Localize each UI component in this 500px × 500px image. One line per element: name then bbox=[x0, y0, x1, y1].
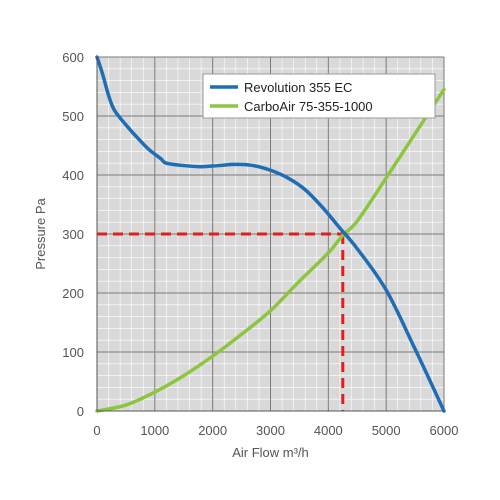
y-tick-label: 400 bbox=[62, 168, 84, 183]
y-tick-label: 200 bbox=[62, 286, 84, 301]
x-tick-label: 5000 bbox=[372, 423, 401, 438]
legend: Revolution 355 EC CarboAir 75-355-1000 bbox=[202, 73, 436, 119]
y-tick-label: 300 bbox=[62, 227, 84, 242]
x-tick-label: 3000 bbox=[256, 423, 285, 438]
x-axis: 0 1000 2000 3000 4000 5000 6000 bbox=[93, 410, 459, 438]
x-tick-label: 0 bbox=[93, 423, 100, 438]
x-tick-label: 2000 bbox=[198, 423, 227, 438]
legend-box bbox=[202, 73, 436, 119]
x-tick-label: 1000 bbox=[140, 423, 169, 438]
y-axis-label: Pressure Pa bbox=[33, 197, 48, 269]
x-tick-label: 6000 bbox=[430, 423, 459, 438]
y-tick-label: 0 bbox=[77, 404, 84, 419]
legend-entry-revolution: Revolution 355 EC bbox=[244, 80, 352, 95]
y-tick-label: 100 bbox=[62, 345, 84, 360]
y-tick-label: 500 bbox=[62, 109, 84, 124]
legend-entry-carboair: CarboAir 75-355-1000 bbox=[244, 99, 373, 114]
y-axis: 0 100 200 300 400 500 600 bbox=[62, 50, 98, 419]
series-line-carboair-75-355-1000 bbox=[95, 87, 446, 413]
x-tick-label: 4000 bbox=[314, 423, 343, 438]
operating-point-lines bbox=[97, 232, 345, 411]
y-tick-label: 600 bbox=[62, 50, 84, 65]
series-lines bbox=[95, 55, 446, 413]
x-axis-label: Air Flow m³/h bbox=[232, 445, 309, 460]
series-line-revolution-355-ec bbox=[95, 55, 446, 413]
